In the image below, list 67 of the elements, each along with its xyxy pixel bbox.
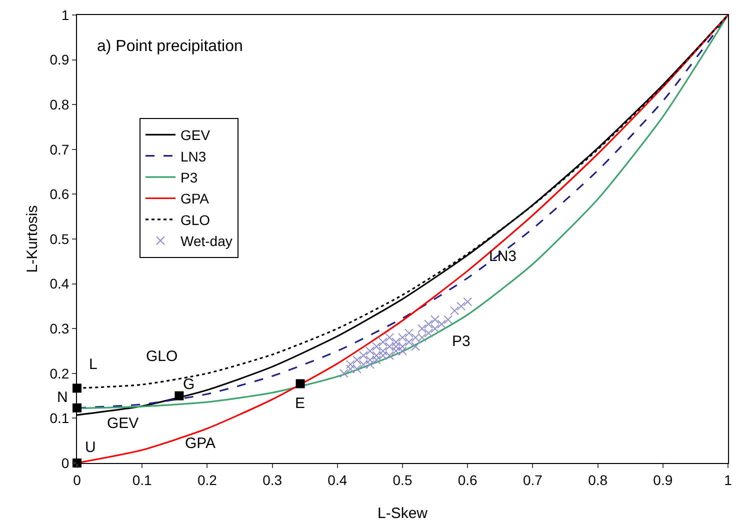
annotation: LN3 <box>489 248 517 265</box>
annotation: GPA <box>185 435 216 452</box>
point <box>430 324 440 334</box>
point <box>378 346 388 356</box>
point <box>404 328 414 338</box>
x-tick-label: 0.4 <box>328 472 348 488</box>
point <box>365 346 374 356</box>
point <box>411 342 420 352</box>
x-tick-label: 0.5 <box>392 472 412 488</box>
legend-label: GPA <box>180 190 210 207</box>
y-tick-label: 0.1 <box>50 410 70 426</box>
point <box>296 379 305 388</box>
y-tick-label: 0.7 <box>50 141 70 158</box>
point <box>424 320 434 329</box>
x-tick-label: 0.1 <box>132 472 152 488</box>
point <box>450 306 460 316</box>
y-axis-title: L-Kurtosis <box>24 205 41 273</box>
point <box>463 297 472 306</box>
legend-label: Wet-day <box>180 233 232 250</box>
point <box>430 315 440 324</box>
text: a) Point precipitation <box>97 38 243 55</box>
point <box>174 391 184 400</box>
annotation: GEV <box>107 415 139 432</box>
y-tick-label: 0.9 <box>50 52 70 68</box>
point <box>352 355 362 364</box>
x-tick-label: 0.9 <box>653 472 673 488</box>
x-tick-label: 0 <box>73 472 82 488</box>
point <box>372 342 381 352</box>
annotation: G <box>183 376 195 393</box>
point <box>339 368 348 378</box>
point <box>346 360 355 369</box>
x-tick-label: 0.2 <box>197 472 218 488</box>
legend-label: P3 <box>180 170 198 186</box>
y-tick-label: 0.5 <box>50 230 70 247</box>
point <box>424 328 434 338</box>
x-axis-title: L-Skew <box>377 505 428 522</box>
y-tick-label: 1 <box>61 6 70 23</box>
y-tick-label: 0.2 <box>50 365 70 382</box>
point <box>358 350 368 360</box>
point <box>437 320 446 329</box>
point <box>444 315 453 324</box>
annotation: U <box>85 439 96 456</box>
annotation: E <box>295 395 306 412</box>
point <box>418 324 427 334</box>
x-tick-label: 0.7 <box>522 472 543 488</box>
x-tick-label: 0.3 <box>262 472 282 488</box>
x-tick-label: 1 <box>724 472 732 488</box>
y-tick-label: 0.3 <box>50 320 70 336</box>
y-tick-label: 0.8 <box>50 96 70 112</box>
legend-label: LN3 <box>180 148 206 164</box>
legend-label: GEV <box>180 127 211 144</box>
point <box>384 333 394 342</box>
point <box>378 338 388 347</box>
annotation: N <box>57 389 68 406</box>
y-tick-label: 0 <box>61 454 70 471</box>
y-tick-label: 0.4 <box>50 276 70 292</box>
point <box>404 338 414 347</box>
y-tick-label: 0.6 <box>50 186 70 202</box>
x-tick-label: 0.8 <box>588 472 608 488</box>
point <box>391 338 400 347</box>
legend-label: GLO <box>180 212 210 228</box>
annotation: GLO <box>146 348 178 365</box>
x-tick-label: 0.6 <box>458 472 478 488</box>
annotation: P3 <box>452 333 470 350</box>
annotation: L <box>89 356 98 373</box>
point <box>398 333 407 342</box>
point <box>456 302 466 311</box>
